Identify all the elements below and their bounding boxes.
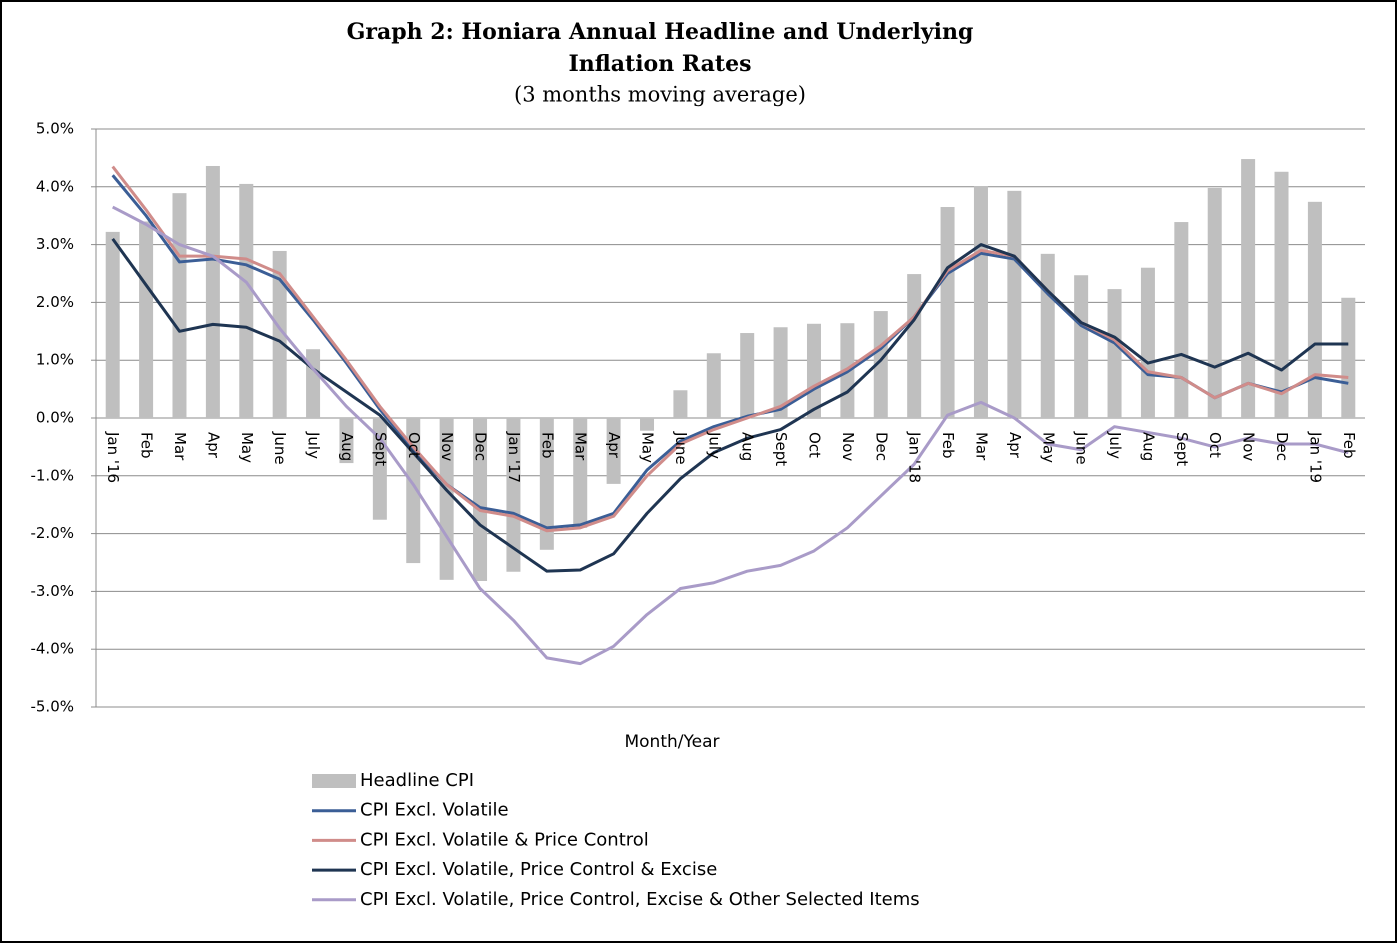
x-tick-label: Apr bbox=[204, 432, 222, 459]
bar bbox=[806, 323, 821, 418]
bar bbox=[1207, 187, 1222, 418]
line bbox=[111, 237, 1349, 573]
legend-label: CPI Excl. Volatile, Price Control & Exci… bbox=[360, 859, 717, 880]
line bbox=[112, 205, 1349, 666]
x-tick-label: June bbox=[672, 431, 690, 465]
bar bbox=[973, 186, 988, 418]
x-tick-label: May bbox=[238, 432, 256, 463]
bar bbox=[339, 418, 354, 464]
x-tick-label: Mar bbox=[972, 432, 990, 461]
chart-title: Inflation Rates bbox=[569, 51, 752, 77]
x-tick-label: Apr bbox=[605, 432, 623, 459]
y-tick-label: 0.0% bbox=[36, 409, 74, 427]
bar bbox=[172, 193, 187, 418]
y-tick-label: -3.0% bbox=[30, 582, 74, 600]
x-tick-label: Sept bbox=[772, 432, 790, 466]
x-tick-label: May bbox=[1039, 432, 1057, 463]
x-tick-label: Nov bbox=[438, 432, 456, 461]
bar bbox=[1341, 297, 1356, 418]
bar bbox=[1140, 267, 1155, 418]
bar bbox=[740, 333, 755, 418]
bar bbox=[539, 418, 554, 550]
bar bbox=[873, 311, 888, 418]
x-tick-label: Dec bbox=[472, 432, 490, 461]
x-tick-label: Jan '17 bbox=[505, 431, 523, 483]
y-tick-label: -5.0% bbox=[30, 698, 74, 716]
bar bbox=[1241, 159, 1256, 418]
bar bbox=[306, 349, 321, 418]
x-axis-label: Month/Year bbox=[624, 732, 719, 752]
x-tick-label: Nov bbox=[839, 432, 857, 461]
y-tick-label: -2.0% bbox=[30, 524, 74, 542]
bar bbox=[1040, 253, 1055, 418]
x-tick-label: Nov bbox=[1240, 432, 1258, 461]
x-tick-label: June bbox=[271, 431, 289, 465]
bar bbox=[139, 221, 154, 418]
x-tick-label: Dec bbox=[872, 432, 890, 461]
y-tick-label: 2.0% bbox=[36, 293, 74, 311]
x-tick-label: Feb bbox=[939, 432, 957, 459]
legend-label: CPI Excl. Volatile, Price Control, Excis… bbox=[360, 889, 920, 910]
x-tick-label: Jan '19 bbox=[1306, 431, 1324, 483]
bar bbox=[673, 390, 688, 418]
x-tick-label: Oct bbox=[405, 432, 423, 458]
y-tick-label: 3.0% bbox=[36, 235, 74, 253]
bar bbox=[1074, 275, 1089, 418]
x-tick-label: Jan '18 bbox=[906, 431, 924, 483]
bar bbox=[105, 231, 120, 418]
bar bbox=[205, 165, 220, 418]
x-tick-label: Apr bbox=[1006, 432, 1024, 459]
x-tick-label: Sept bbox=[371, 432, 389, 466]
bar bbox=[1107, 289, 1122, 418]
x-tick-label: Oct bbox=[805, 432, 823, 458]
x-tick-label: Aug bbox=[1139, 432, 1157, 461]
bar bbox=[907, 274, 922, 418]
x-tick-label: July bbox=[305, 431, 323, 459]
x-tick-label: July bbox=[1106, 431, 1124, 459]
y-tick-label: -1.0% bbox=[30, 466, 74, 484]
bar bbox=[239, 183, 254, 418]
bar bbox=[1174, 222, 1189, 418]
x-tick-label: Dec bbox=[1273, 432, 1291, 461]
bar bbox=[506, 418, 521, 572]
bar bbox=[706, 353, 721, 418]
bar bbox=[272, 250, 287, 418]
x-tick-label: Feb bbox=[538, 432, 556, 459]
y-tick-label: -4.0% bbox=[30, 640, 74, 658]
bar bbox=[606, 418, 621, 484]
y-tick-label: 5.0% bbox=[36, 120, 74, 138]
x-tick-label: Mar bbox=[572, 432, 590, 461]
y-tick-label: 4.0% bbox=[36, 177, 74, 195]
legend-label: CPI Excl. Volatile bbox=[360, 800, 509, 821]
bar bbox=[1007, 190, 1022, 418]
x-tick-label: Mar bbox=[171, 432, 189, 461]
legend-label: CPI Excl. Volatile & Price Control bbox=[360, 829, 649, 850]
x-tick-label: May bbox=[639, 432, 657, 463]
bar bbox=[773, 327, 788, 418]
x-tick-label: Jan '16 bbox=[104, 431, 122, 483]
x-tick-label: June bbox=[1073, 431, 1091, 465]
x-tick-label: Aug bbox=[739, 432, 757, 461]
bar bbox=[473, 418, 488, 581]
x-tick-label: Sept bbox=[1173, 432, 1191, 466]
chart-subtitle: (3 months moving average) bbox=[514, 83, 806, 107]
legend-swatch bbox=[312, 774, 356, 788]
bar bbox=[1274, 171, 1289, 418]
x-tick-label: Oct bbox=[1206, 432, 1224, 458]
x-tick-label: Feb bbox=[138, 432, 156, 459]
x-tick-label: July bbox=[705, 431, 723, 459]
x-tick-label: Aug bbox=[338, 432, 356, 461]
line bbox=[111, 165, 1349, 533]
bar bbox=[573, 418, 588, 528]
bar bbox=[940, 207, 955, 418]
bar bbox=[640, 418, 655, 431]
chart-title: Graph 2: Honiara Annual Headline and Und… bbox=[347, 19, 974, 45]
x-tick-label: Feb bbox=[1340, 432, 1358, 459]
line bbox=[111, 174, 1349, 530]
y-tick-label: 1.0% bbox=[36, 351, 74, 369]
bar bbox=[1307, 201, 1322, 418]
legend-label: Headline CPI bbox=[360, 770, 474, 791]
